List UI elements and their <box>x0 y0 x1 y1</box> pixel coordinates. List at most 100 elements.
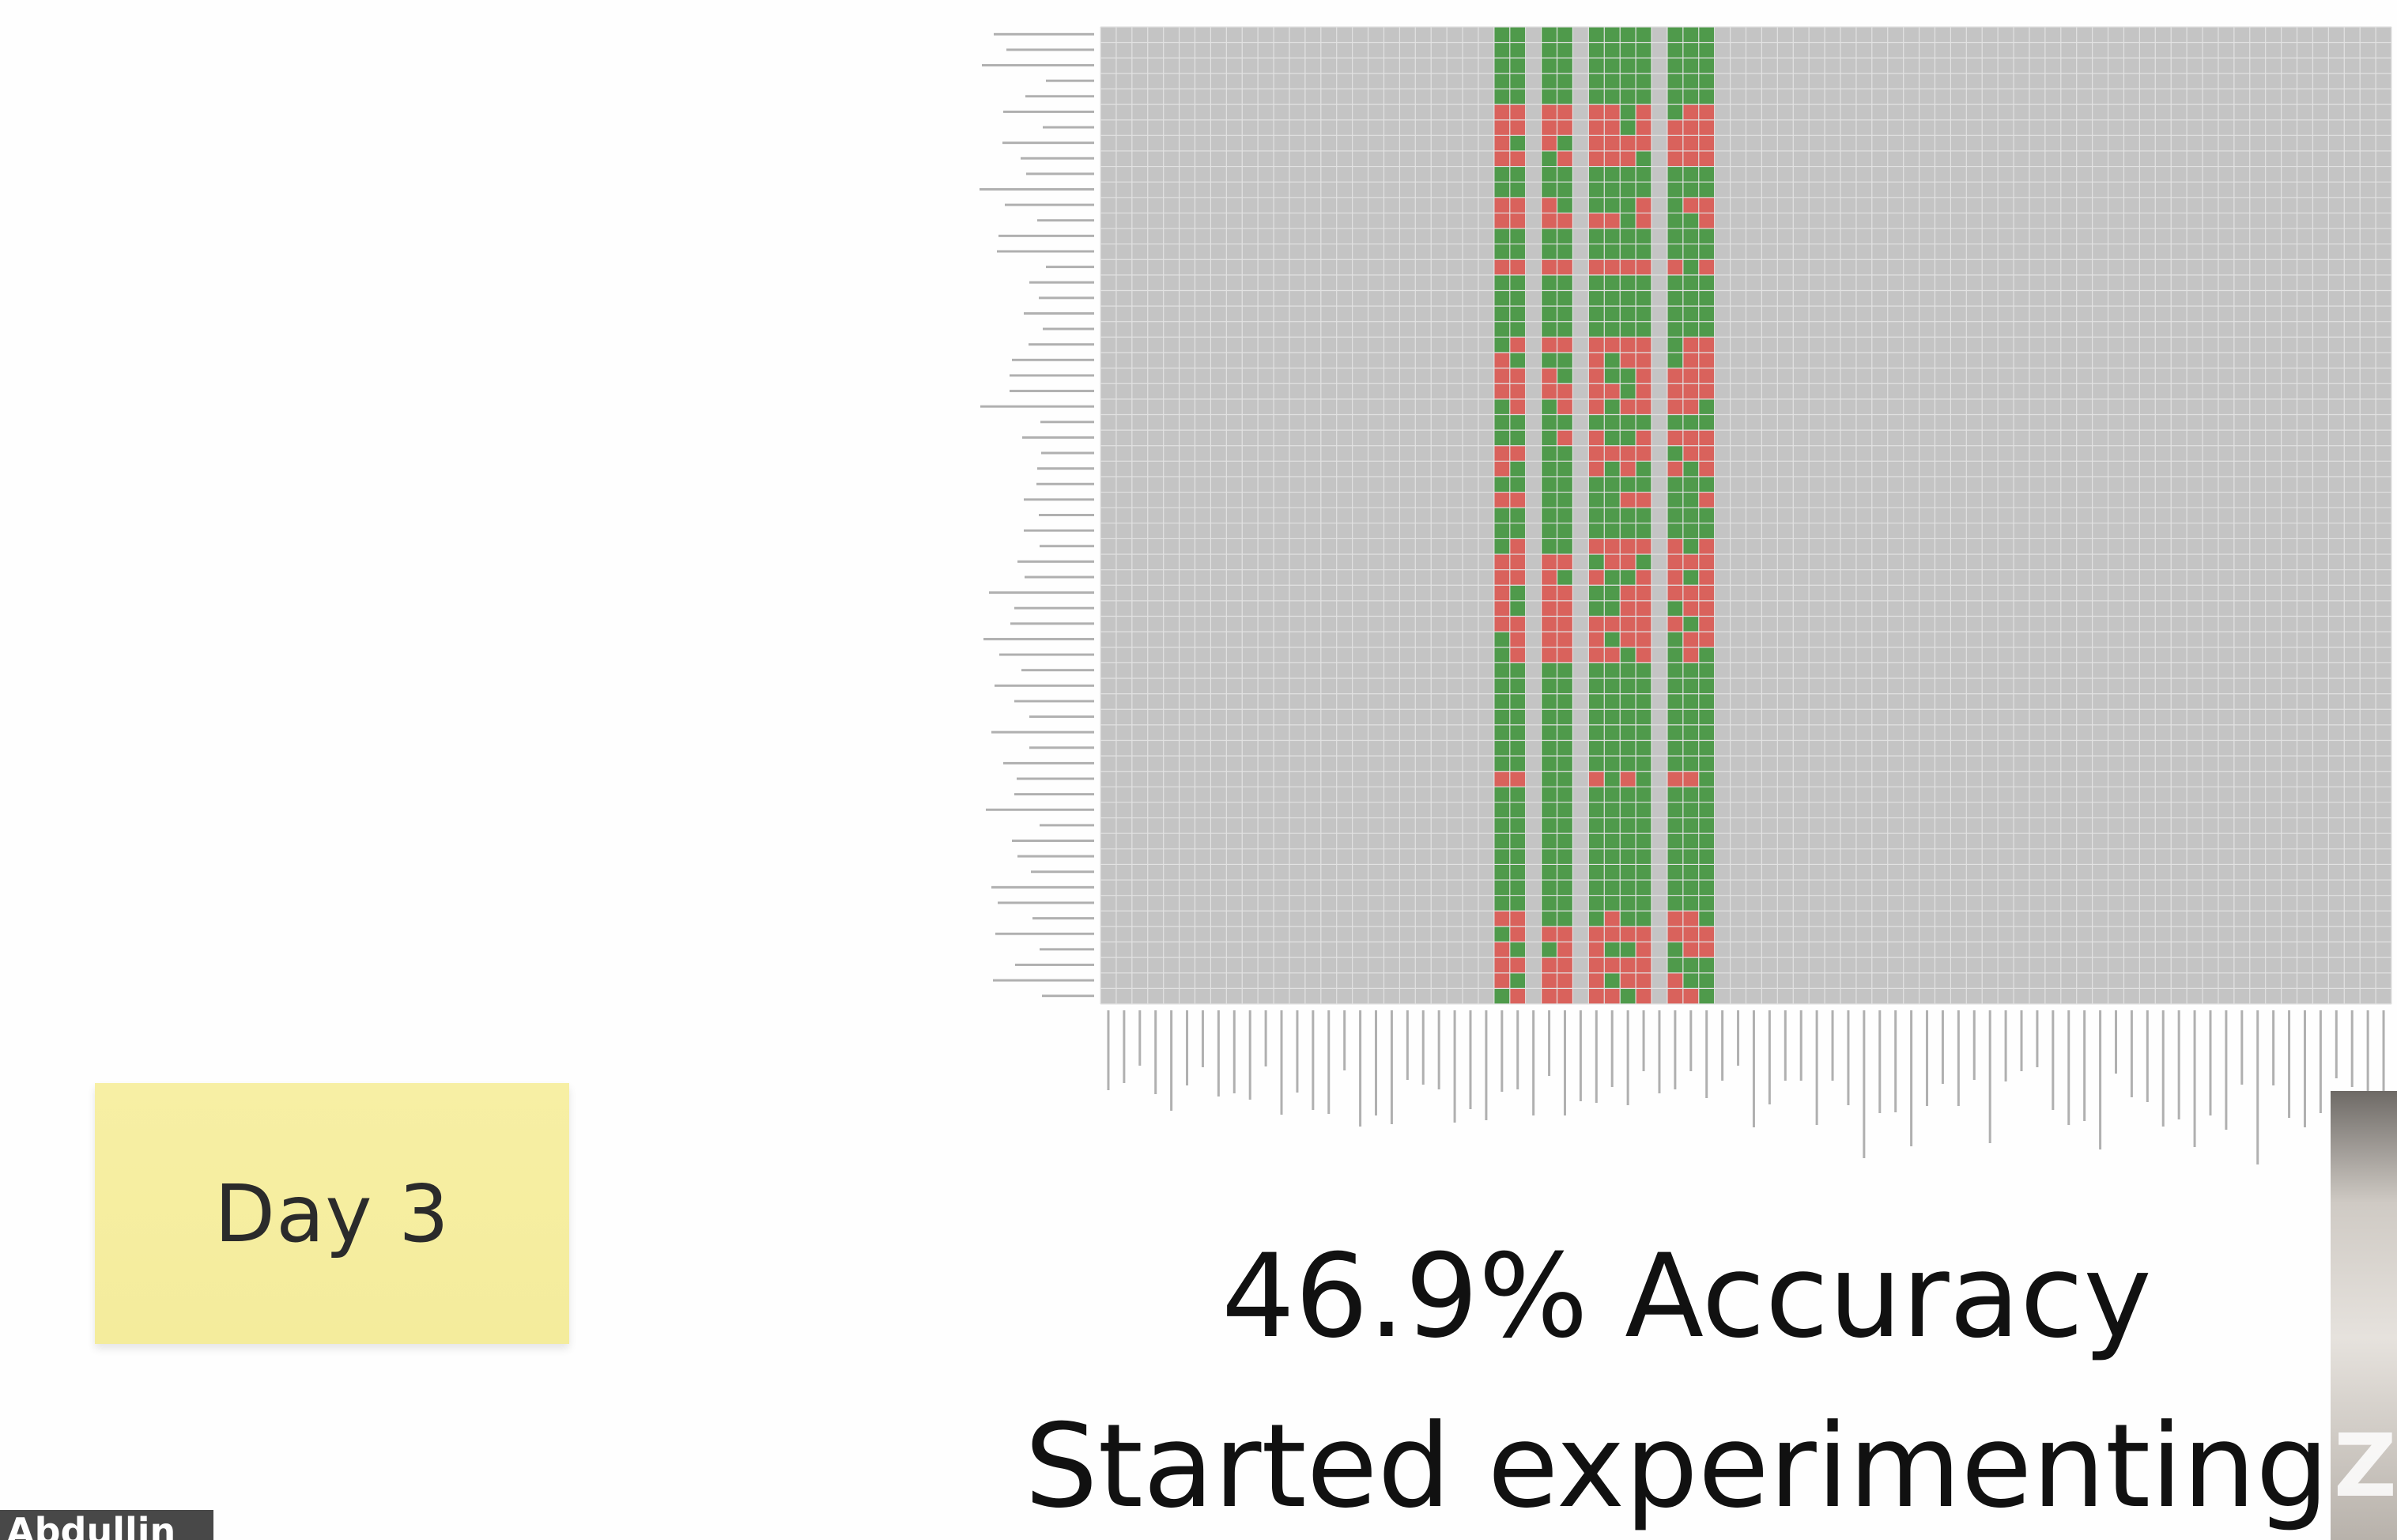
heatmap-cell <box>1509 383 1527 400</box>
heatmap-cell <box>1588 895 1605 912</box>
heatmap-cell <box>1667 430 1684 447</box>
heatmap-cell <box>1557 942 1573 958</box>
heatmap-cell <box>1620 461 1636 477</box>
heatmap-cell <box>1698 321 1716 338</box>
heatmap-y-tick <box>1039 514 1094 516</box>
heatmap-x-tick <box>1988 1010 1991 1143</box>
heatmap-x-tick <box>2382 1010 2385 1100</box>
heatmap-cell <box>1557 213 1573 229</box>
heatmap-y-tick <box>1037 467 1094 470</box>
heatmap-cell <box>1620 290 1636 307</box>
heatmap-cell <box>1698 368 1716 384</box>
heatmap-cell <box>1698 709 1716 726</box>
heatmap-cell <box>1509 445 1527 462</box>
heatmap-cell <box>1682 554 1700 571</box>
heatmap-cell <box>1588 756 1605 772</box>
heatmap-x-tick <box>1390 1010 1393 1124</box>
heatmap-cell <box>1588 864 1605 881</box>
heatmap-cell <box>1541 523 1558 539</box>
heatmap-x-tick <box>2004 1010 2007 1081</box>
heatmap-cell <box>1682 787 1700 803</box>
heatmap-cell <box>1667 259 1684 276</box>
heatmap-cell <box>1667 197 1684 213</box>
heatmap-cell <box>1557 693 1573 710</box>
heatmap-cell <box>1557 259 1573 276</box>
heatmap-cell <box>1636 632 1652 648</box>
heatmap-cell <box>1509 166 1527 183</box>
heatmap-cell <box>1588 150 1605 168</box>
heatmap-y-tick <box>980 188 1094 191</box>
heatmap-cell <box>1557 508 1573 524</box>
heatmap-cell <box>1509 197 1527 213</box>
heatmap-y-tick <box>1005 203 1094 206</box>
heatmap-cell <box>1604 848 1621 865</box>
heatmap-y-tick <box>1010 390 1094 393</box>
heatmap-cell <box>1604 119 1621 136</box>
heatmap-cell <box>1604 988 1621 1005</box>
heatmap-cell <box>1682 182 1700 198</box>
heatmap-cell <box>1682 848 1700 865</box>
heatmap-cell <box>1636 368 1652 384</box>
heatmap-cell <box>1636 430 1652 447</box>
heatmap-cell <box>1588 135 1605 152</box>
heatmap-cell <box>1698 802 1716 819</box>
heatmap-cell <box>1667 988 1684 1005</box>
heatmap-y-tick <box>1040 824 1094 827</box>
heatmap-y-tick <box>1041 451 1094 455</box>
heatmap-cell <box>1636 150 1652 168</box>
heatmap-cell <box>1588 306 1605 323</box>
heatmap-x-tick <box>1359 1010 1362 1127</box>
heatmap-cell <box>1588 740 1605 757</box>
heatmap-cell <box>1604 942 1621 958</box>
heatmap-cell <box>1493 833 1511 850</box>
heatmap-x-tick <box>1847 1010 1850 1105</box>
heatmap-y-tick <box>983 637 1094 640</box>
heatmap-cell <box>1620 321 1636 338</box>
heatmap-cell <box>1620 740 1636 757</box>
heatmap-cell <box>1620 554 1636 571</box>
heatmap-cell <box>1557 414 1573 431</box>
heatmap-cell <box>1588 492 1605 508</box>
heatmap-cell <box>1541 89 1558 105</box>
heatmap-cell <box>1588 430 1605 447</box>
heatmap-cell <box>1620 89 1636 105</box>
heatmap-cell <box>1557 662 1573 679</box>
heatmap-cell <box>1667 89 1684 105</box>
heatmap-y-tick <box>1024 311 1094 315</box>
heatmap-y-tick <box>1040 948 1094 951</box>
heatmap-cell <box>1667 213 1684 229</box>
heatmap-cell <box>1682 678 1700 695</box>
heatmap-cell <box>1588 600 1605 617</box>
heatmap-cell <box>1698 942 1716 958</box>
heatmap-x-tick <box>2177 1010 2180 1119</box>
heatmap-y-tick <box>1012 358 1094 361</box>
heatmap-cell <box>1667 802 1684 819</box>
sticky-note[interactable]: Day 3 <box>95 1083 569 1344</box>
heatmap-cell <box>1588 274 1605 292</box>
heatmap-y-tick <box>1006 48 1094 51</box>
heatmap-cell <box>1636 398 1652 415</box>
heatmap-cell <box>1620 632 1636 648</box>
heatmap-cell <box>1636 445 1652 462</box>
heatmap-cell <box>1557 492 1573 508</box>
heatmap-cell <box>1493 848 1511 865</box>
heatmap-cell <box>1636 228 1652 245</box>
heatmap-x-tick <box>2099 1010 2102 1149</box>
heatmap-y-tick <box>1046 79 1094 82</box>
heatmap-cell <box>1541 895 1558 912</box>
heatmap-cell <box>1636 414 1652 431</box>
heatmap-cell <box>1667 600 1684 617</box>
heatmap-cell <box>1557 42 1573 59</box>
participant-video-thumbnail[interactable]: Z <box>2331 1091 2397 1540</box>
heatmap-cell <box>1493 817 1511 834</box>
heatmap-cell <box>1636 119 1652 136</box>
heatmap-cell <box>1604 259 1621 276</box>
heatmap-cell <box>1636 243 1652 260</box>
heatmap-cell <box>1588 182 1605 198</box>
heatmap-cell <box>1636 27 1652 43</box>
heatmap-cell <box>1493 228 1511 245</box>
heatmap-cell <box>1604 724 1621 741</box>
heatmap-cell <box>1620 895 1636 912</box>
heatmap-cell <box>1493 430 1511 447</box>
